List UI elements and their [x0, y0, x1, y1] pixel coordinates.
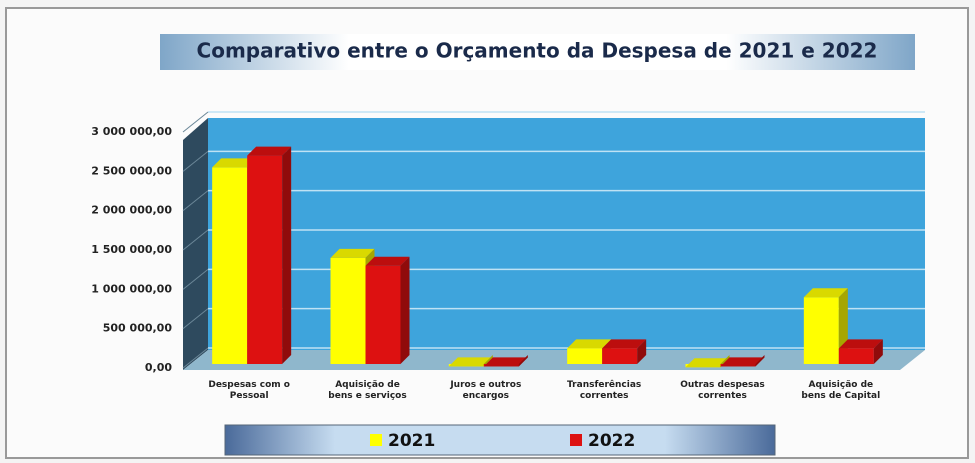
bar-side [873, 339, 883, 364]
x-tick-label: Aquisição de bens e serviços [328, 380, 406, 401]
x-tick-line: Despesas com o [208, 380, 290, 390]
bar [448, 355, 493, 367]
legend-label: 2022 [588, 431, 635, 451]
bar-face [247, 155, 283, 364]
x-tick-line: encargos [463, 391, 509, 401]
y-tick-label: 500 000,00 [103, 322, 173, 335]
y-tick-label: 1 500 000,00 [91, 243, 172, 256]
bar-face [838, 348, 874, 364]
x-tick-line: Aquisição de [335, 380, 400, 390]
legend-box [224, 424, 776, 456]
title-box [160, 34, 915, 70]
x-tick-line: bens e serviços [328, 391, 406, 401]
bar [838, 339, 883, 364]
bar-top [685, 358, 730, 368]
x-tick-label: Aquisição de bens de Capital [801, 380, 880, 401]
side-wall [183, 118, 208, 370]
bar-top [720, 357, 765, 367]
grid-line-side [182, 347, 209, 369]
bar [247, 146, 292, 364]
bar-face [602, 348, 638, 364]
y-tick-label: 0,00 [145, 361, 172, 374]
bar-top [365, 256, 410, 266]
bar-top [330, 248, 375, 258]
x-tick-label: Outras despesas correntes [680, 380, 765, 401]
grid-line-side [182, 229, 209, 251]
bar [483, 355, 528, 367]
legend-swatch [370, 434, 382, 446]
grid-line-side [182, 308, 209, 330]
x-tick-line: correntes [698, 391, 747, 401]
x-tick-label: Juros e outros encargos [449, 380, 521, 401]
legend-swatch [570, 434, 582, 446]
bar-top [448, 357, 493, 367]
bar-top [567, 339, 612, 349]
bar-face [330, 257, 366, 364]
bar-side [637, 339, 647, 364]
bar-face [212, 167, 248, 364]
x-tick-line: Juros e outros [449, 380, 521, 390]
bar-side [400, 256, 410, 364]
x-tick-line: bens de Capital [801, 391, 880, 401]
bar-top [803, 288, 848, 298]
x-tick-line: Transferências [567, 379, 641, 390]
bar-side [755, 355, 765, 367]
bar [365, 256, 410, 364]
bar-side [518, 355, 528, 367]
bar-side [483, 355, 493, 367]
bar [602, 339, 647, 364]
y-tick-label: 3 000 000,00 [91, 125, 172, 138]
bar [720, 355, 765, 367]
grid-line-side [182, 268, 209, 290]
bar-top [212, 158, 257, 168]
bar-face [803, 297, 839, 364]
bar [803, 288, 848, 364]
x-tick-label: Despesas com o Pessoal [208, 380, 290, 401]
y-tick-label: 2 500 000,00 [91, 164, 172, 177]
bar-top [483, 357, 528, 367]
y-tick-label: 2 000 000,00 [91, 204, 172, 217]
bar-top [838, 339, 883, 349]
grid-line-side [182, 111, 209, 133]
bar-face [567, 348, 603, 364]
bar-side [282, 146, 292, 364]
bar-face [365, 265, 401, 364]
grid-line-side [182, 150, 209, 172]
x-tick-label: Transferências correntes [567, 379, 641, 401]
y-tick-label: 1 000 000,00 [91, 282, 172, 295]
legend-label: 2021 [388, 431, 435, 451]
x-tick-line: Pessoal [230, 391, 269, 401]
x-tick-line: Aquisição de [809, 380, 874, 390]
bar-top [602, 339, 647, 349]
x-tick-line: correntes [580, 391, 629, 401]
grid-line-side [182, 190, 209, 212]
chart-title: Comparativo entre o Orçamento da Despesa… [197, 39, 878, 63]
x-tick-line: Outras despesas [680, 380, 765, 390]
bar-top [247, 146, 292, 156]
